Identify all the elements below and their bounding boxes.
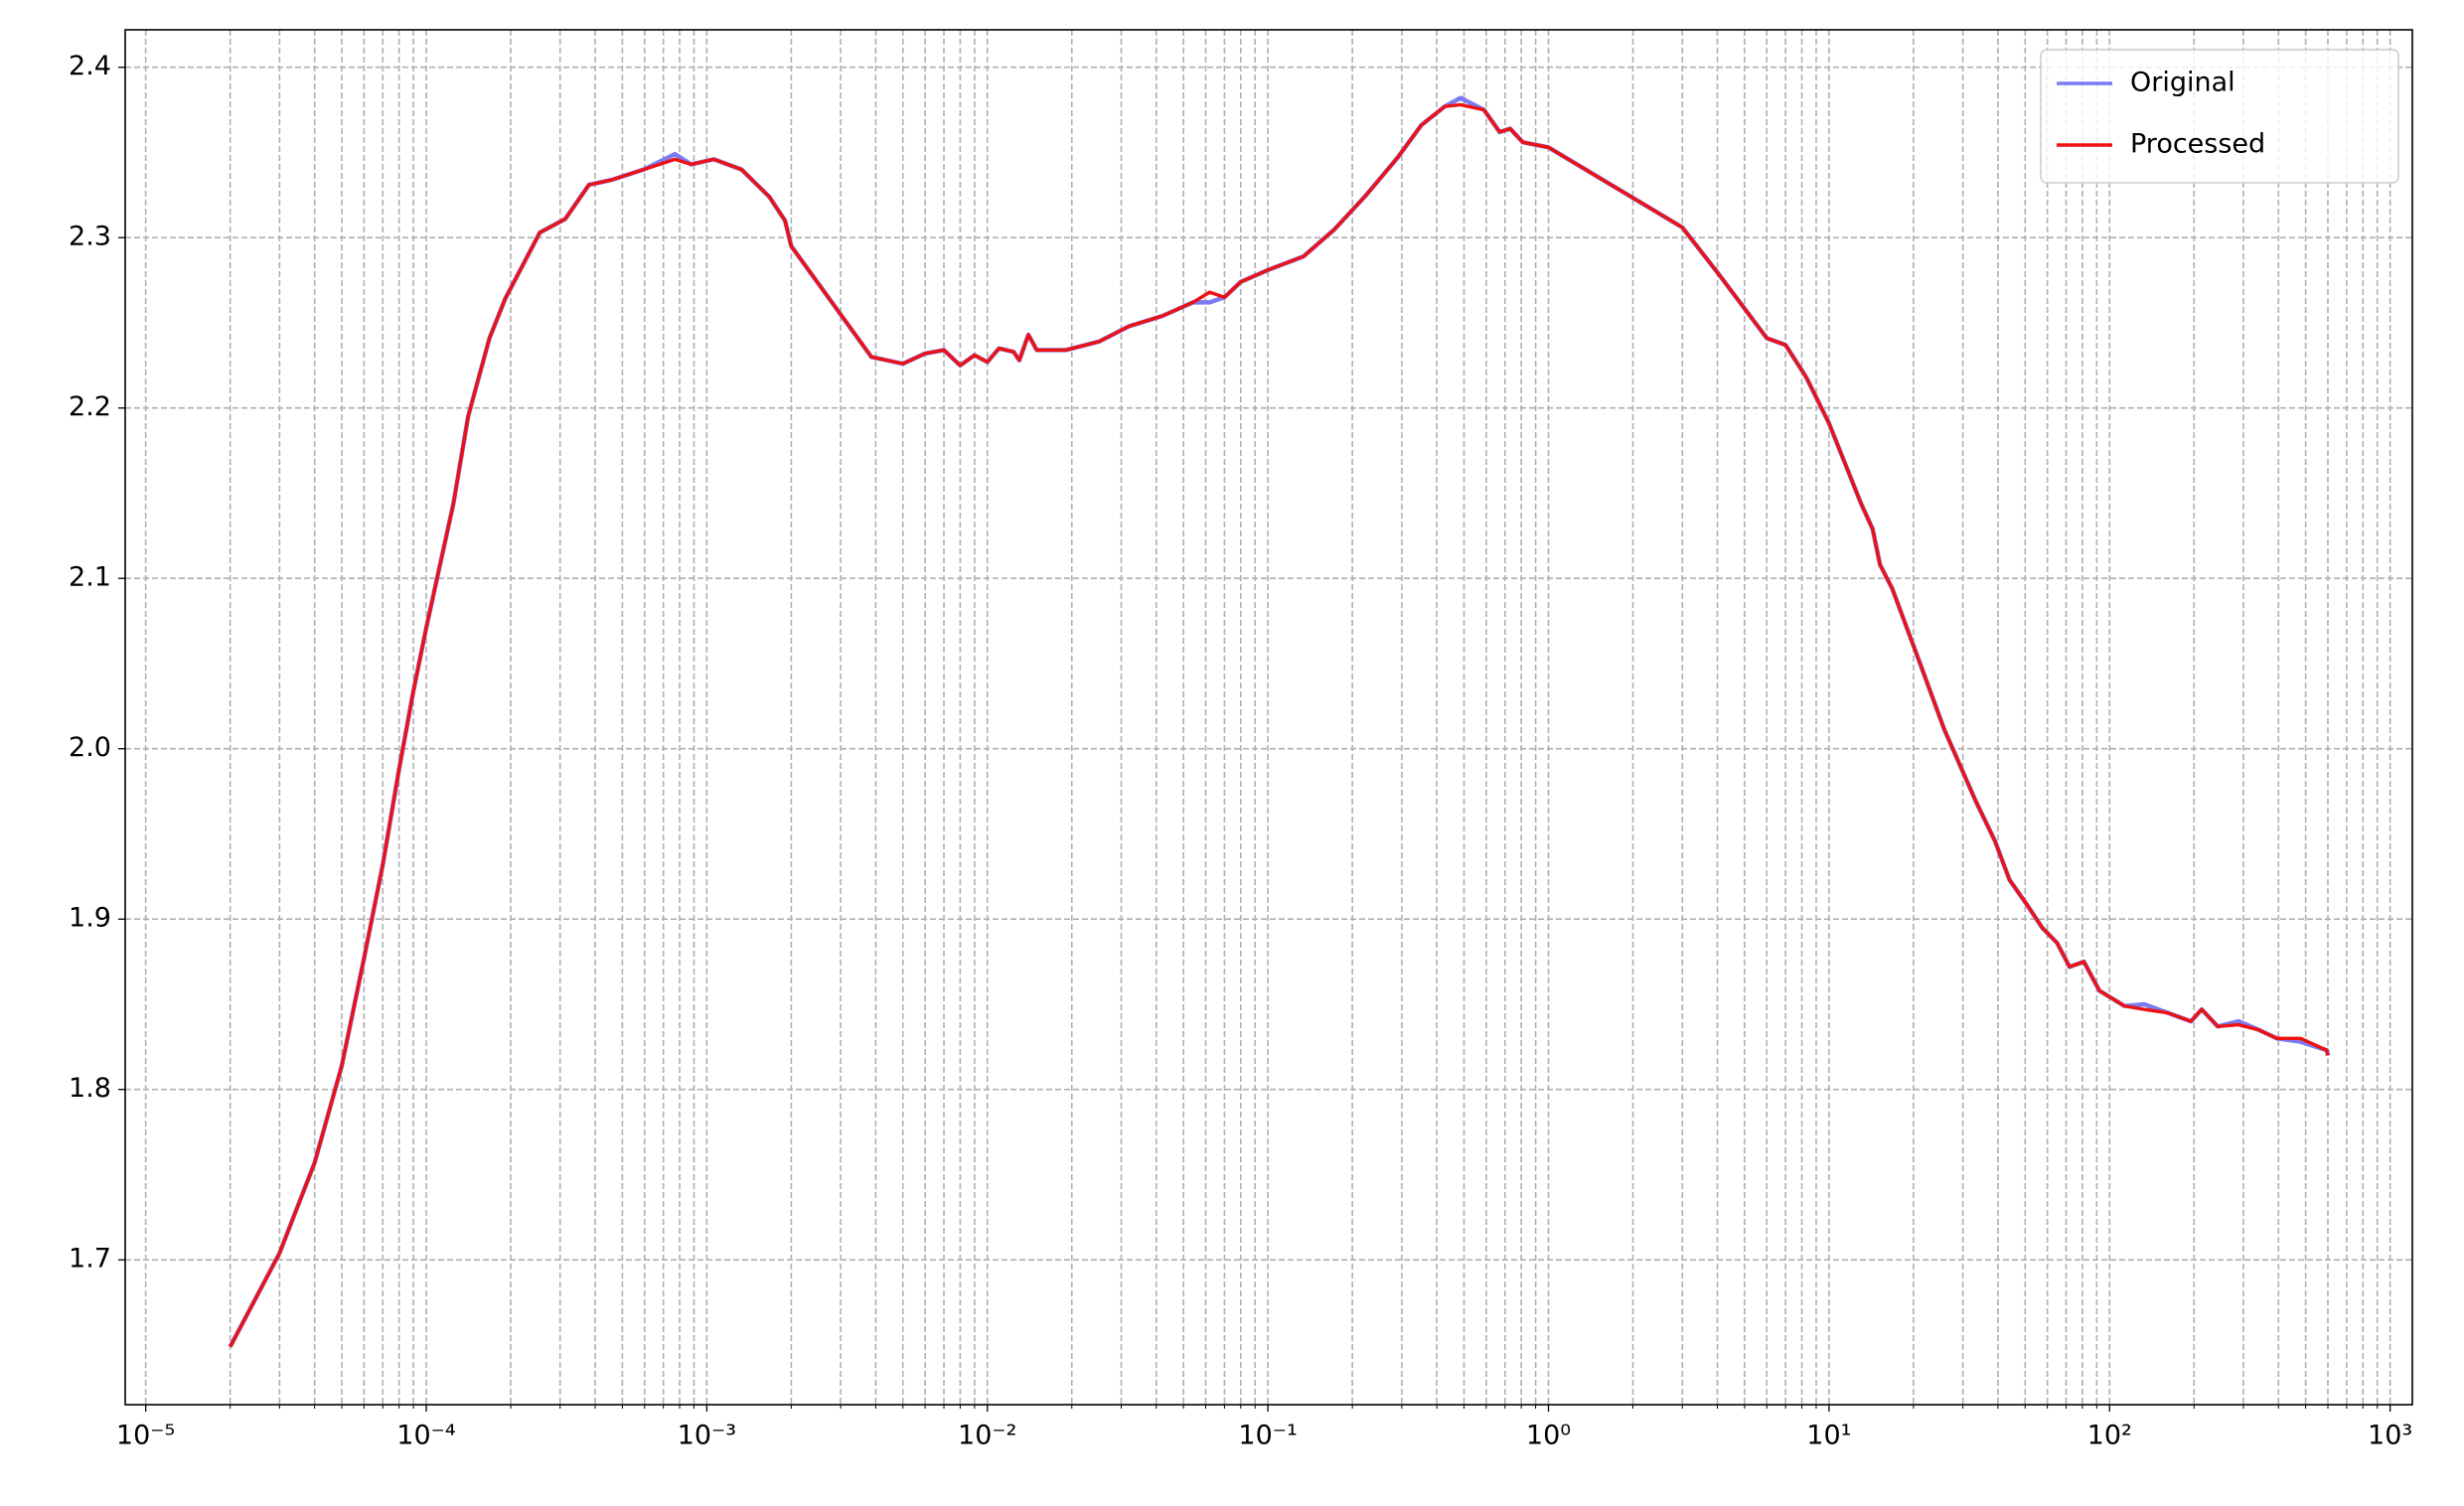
- y-tick-label: 2.3: [69, 222, 111, 252]
- legend-label: Processed: [2130, 129, 2265, 160]
- x-tick-label: 10⁻¹: [1238, 1421, 1297, 1451]
- x-tick-label: 10⁻²: [958, 1421, 1016, 1451]
- y-tick-label: 2.4: [69, 51, 111, 81]
- x-tick-label: 10¹: [1806, 1421, 1851, 1451]
- legend-box: [2040, 49, 2399, 184]
- y-tick-label: 1.7: [69, 1244, 111, 1275]
- y-tick-label: 2.1: [69, 562, 111, 593]
- data-line: [229, 102, 2330, 1348]
- plot-frame: [124, 29, 2413, 1406]
- legend-label: Original: [2130, 68, 2235, 98]
- y-tick-label: 2.0: [69, 732, 111, 763]
- x-tick-label: 10³: [2368, 1421, 2412, 1451]
- y-tick-label: 1.8: [69, 1073, 111, 1104]
- x-tick-label: 10⁰: [1526, 1421, 1571, 1451]
- x-tick-label: 10⁻³: [678, 1421, 736, 1451]
- y-tick-label: 1.9: [69, 903, 111, 934]
- x-tick-label: 10²: [2087, 1421, 2132, 1451]
- x-tick-label: 10⁻⁵: [116, 1421, 175, 1451]
- legend: Original Processed: [2040, 49, 2399, 184]
- y-tick-label: 2.2: [69, 391, 111, 422]
- data-line: [228, 95, 2331, 1348]
- x-tick-label: 10⁻⁴: [396, 1421, 455, 1451]
